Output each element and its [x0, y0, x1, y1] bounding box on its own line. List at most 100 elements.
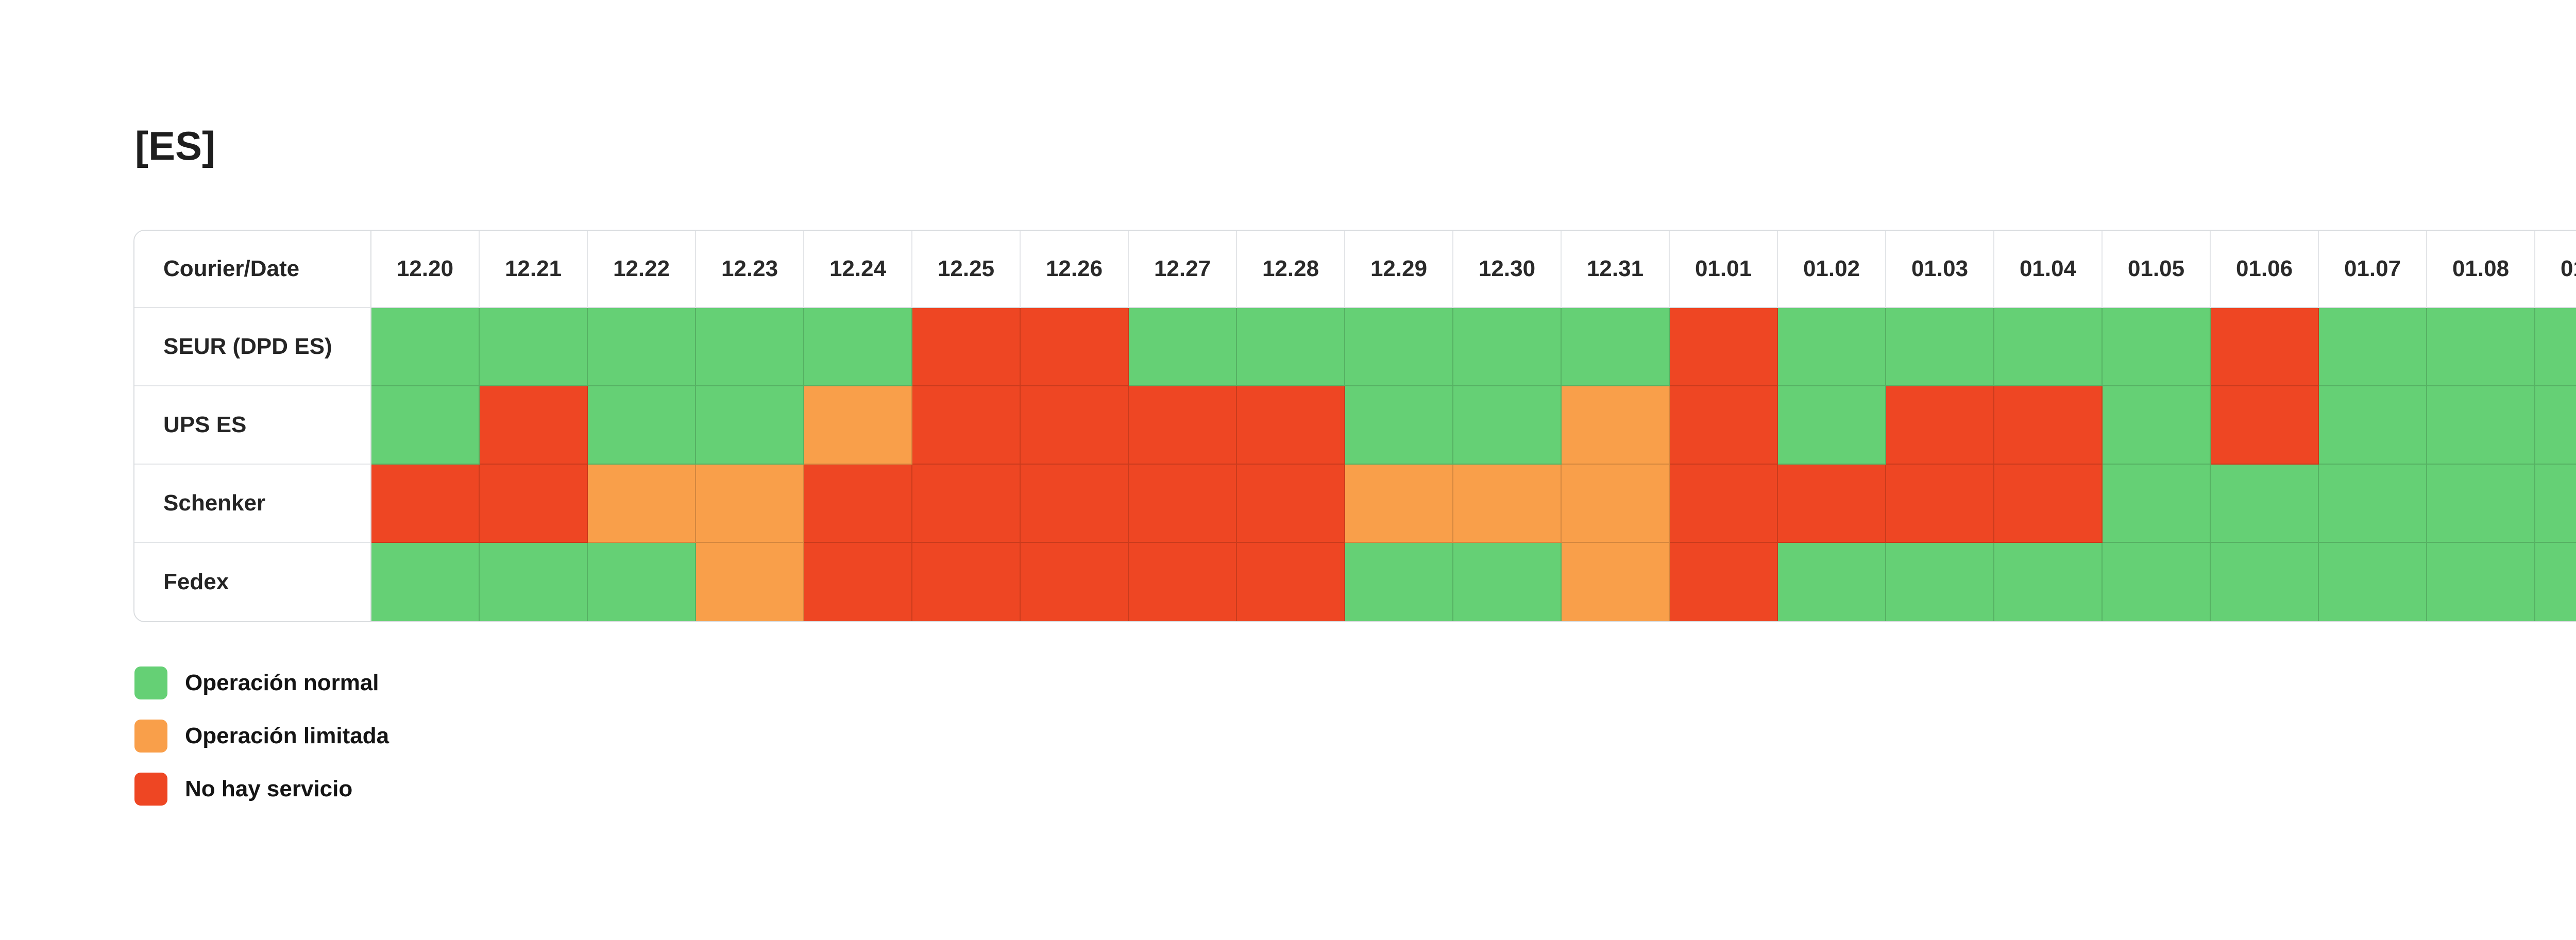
status-cell-limited	[804, 386, 912, 465]
status-cell-limited	[1453, 465, 1562, 543]
status-cell-normal	[588, 543, 696, 621]
status-cell-normal	[1129, 308, 1237, 386]
legend-swatch-limited-icon	[134, 720, 167, 753]
status-cell-limited	[1562, 465, 1670, 543]
status-cell-none	[480, 465, 588, 543]
status-cell-limited	[1562, 386, 1670, 465]
status-cell-normal	[480, 308, 588, 386]
date-header-cell: 01.03	[1886, 231, 1994, 308]
status-cell-normal	[2427, 543, 2535, 621]
legend-label-normal: Operación normal	[185, 670, 379, 695]
status-cell-none	[1129, 386, 1237, 465]
status-cell-limited	[1562, 543, 1670, 621]
status-cell-normal	[2319, 386, 2427, 465]
status-cell-limited	[588, 465, 696, 543]
date-header-cell: 12.26	[1021, 231, 1129, 308]
status-cell-normal	[2427, 386, 2535, 465]
legend-item-limited: Operación limitada	[134, 720, 389, 753]
status-cell-none	[1994, 465, 2103, 543]
status-cell-normal	[1886, 543, 1994, 621]
status-cell-normal	[2535, 386, 2576, 465]
status-cell-normal	[2535, 465, 2576, 543]
status-cell-normal	[2211, 465, 2319, 543]
status-cell-normal	[2103, 308, 2211, 386]
status-cell-normal	[1994, 308, 2103, 386]
courier-label-cell: SEUR (DPD ES)	[134, 308, 371, 386]
date-header-cell: 01.08	[2427, 231, 2535, 308]
status-cell-normal	[480, 543, 588, 621]
status-cell-normal	[696, 386, 804, 465]
status-cell-normal	[2103, 543, 2211, 621]
status-cell-normal	[1562, 308, 1670, 386]
status-cell-normal	[2211, 543, 2319, 621]
status-cell-normal	[1886, 308, 1994, 386]
status-cell-normal	[371, 308, 480, 386]
status-cell-limited	[696, 543, 804, 621]
status-cell-none	[1021, 465, 1129, 543]
status-cell-none	[1129, 543, 1237, 621]
page-title: [ES]	[135, 123, 215, 168]
date-header-cell: 12.27	[1129, 231, 1237, 308]
status-cell-none	[1021, 308, 1129, 386]
status-cell-none	[1237, 465, 1345, 543]
status-cell-none	[1778, 465, 1886, 543]
legend-item-none: No hay servicio	[134, 773, 389, 806]
date-header-cell: 01.06	[2211, 231, 2319, 308]
status-cell-normal	[804, 308, 912, 386]
date-header-cell: 12.25	[912, 231, 1021, 308]
status-cell-none	[912, 465, 1021, 543]
status-cell-limited	[696, 465, 804, 543]
status-cell-none	[1237, 386, 1345, 465]
status-cell-normal	[1994, 543, 2103, 621]
status-cell-none	[2211, 308, 2319, 386]
status-cell-normal	[1453, 308, 1562, 386]
status-cell-limited	[1345, 465, 1453, 543]
date-header-cell: 12.29	[1345, 231, 1453, 308]
status-cell-normal	[1778, 543, 1886, 621]
status-cell-normal	[1345, 308, 1453, 386]
status-cell-none	[2211, 386, 2319, 465]
date-header-cell: 01.04	[1994, 231, 2103, 308]
status-cell-normal	[2427, 308, 2535, 386]
date-header-cell: 12.31	[1562, 231, 1670, 308]
date-header-cell: 12.21	[480, 231, 588, 308]
courier-status-table: Courier/Date 12.20 12.21 12.22 12.23 12.24 12.…	[133, 230, 2576, 622]
status-cell-normal	[1237, 308, 1345, 386]
date-header-cell: 12.20	[371, 231, 480, 308]
status-cell-normal	[2103, 386, 2211, 465]
legend-swatch-normal-icon	[134, 666, 167, 699]
status-cell-none	[1670, 308, 1778, 386]
status-cell-normal	[2319, 543, 2427, 621]
status-cell-none	[1021, 543, 1129, 621]
status-cell-none	[1237, 543, 1345, 621]
status-cell-none	[912, 386, 1021, 465]
legend-label-limited: Operación limitada	[185, 723, 389, 748]
status-cell-normal	[2319, 308, 2427, 386]
date-header-cell: 12.23	[696, 231, 804, 308]
status-cell-none	[1994, 386, 2103, 465]
status-cell-normal	[1345, 543, 1453, 621]
status-cell-normal	[588, 308, 696, 386]
date-header-cell: 12.22	[588, 231, 696, 308]
status-cell-normal	[1778, 386, 1886, 465]
status-cell-none	[1886, 386, 1994, 465]
status-cell-none	[1129, 465, 1237, 543]
status-cell-none	[912, 308, 1021, 386]
status-cell-none	[1670, 386, 1778, 465]
date-header-cell: 12.30	[1453, 231, 1562, 308]
status-cell-none	[804, 543, 912, 621]
status-cell-none	[804, 465, 912, 543]
date-header-cell: 01.05	[2103, 231, 2211, 308]
status-cell-normal	[588, 386, 696, 465]
status-cell-normal	[2103, 465, 2211, 543]
status-cell-none	[371, 465, 480, 543]
status-cell-normal	[696, 308, 804, 386]
courier-label-cell: Schenker	[134, 465, 371, 543]
status-cell-none	[1670, 465, 1778, 543]
status-cell-normal	[1345, 386, 1453, 465]
date-header-cell: 01.02	[1778, 231, 1886, 308]
status-cell-normal	[371, 543, 480, 621]
legend-label-none: No hay servicio	[185, 776, 353, 801]
status-cell-normal	[1453, 386, 1562, 465]
